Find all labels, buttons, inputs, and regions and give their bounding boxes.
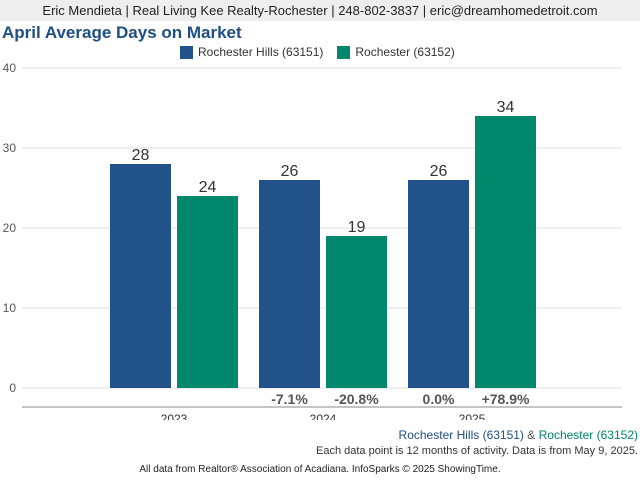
agent-contact-banner: Eric Mendieta | Real Living Kee Realty-R… <box>0 0 640 21</box>
y-tick-label: 30 <box>3 141 17 155</box>
x-tick-label: 2025 <box>459 412 486 420</box>
bar <box>110 164 171 388</box>
legend-item-rochester: Rochester (63152) <box>337 45 455 59</box>
bar <box>408 180 469 388</box>
legend-item-rochester-hills: Rochester Hills (63151) <box>180 45 323 59</box>
bar <box>177 196 238 388</box>
pct-change-label: -7.1% <box>271 391 308 407</box>
pct-change-label: -20.8% <box>334 391 379 407</box>
pct-change-label: 0.0% <box>423 391 455 407</box>
legend-swatch-rochester <box>337 45 351 59</box>
agent-contact-text: Eric Mendieta | Real Living Kee Realty-R… <box>42 3 598 18</box>
data-label: 26 <box>281 163 299 180</box>
bar-chart: 0 10 20 30 40 28 24 2023 26 -7.1% 19 -20.8% 2024 26 0.… <box>3 61 622 420</box>
legend: Rochester Hills (63151) Rochester (63152… <box>180 45 469 59</box>
data-label: 28 <box>132 147 150 164</box>
bar <box>326 236 387 388</box>
data-label: 24 <box>199 179 217 196</box>
x-tick-label: 2023 <box>161 412 188 420</box>
y-tick-label: 10 <box>3 301 17 315</box>
legend-label-rochester: Rochester (63152) <box>355 45 455 59</box>
data-label: 19 <box>348 219 366 236</box>
y-tick-label: 40 <box>3 61 17 75</box>
y-tick-label: 0 <box>9 381 16 395</box>
footer-series-b: Rochester (63152) <box>538 428 638 442</box>
footer-source: All data from Realtor® Association of Ac… <box>139 464 501 475</box>
y-tick-label: 20 <box>3 221 17 235</box>
footer-note: Each data point is 12 months of activity… <box>315 445 638 457</box>
legend-label-rochester-hills: Rochester Hills (63151) <box>198 45 324 59</box>
footer-joiner: & <box>523 428 539 442</box>
x-tick-label: 2024 <box>310 412 337 420</box>
bar <box>475 116 536 388</box>
footer-series-line: Rochester Hills (63151) & Rochester (631… <box>399 428 638 442</box>
footer-series-a: Rochester Hills (63151) <box>398 428 524 442</box>
data-label: 26 <box>430 163 448 180</box>
data-label: 34 <box>497 99 515 116</box>
pct-change-label: +78.9% <box>482 391 530 407</box>
chart-title: April Average Days on Market <box>2 23 242 42</box>
bar <box>259 180 320 388</box>
legend-swatch-rochester-hills <box>180 45 193 59</box>
